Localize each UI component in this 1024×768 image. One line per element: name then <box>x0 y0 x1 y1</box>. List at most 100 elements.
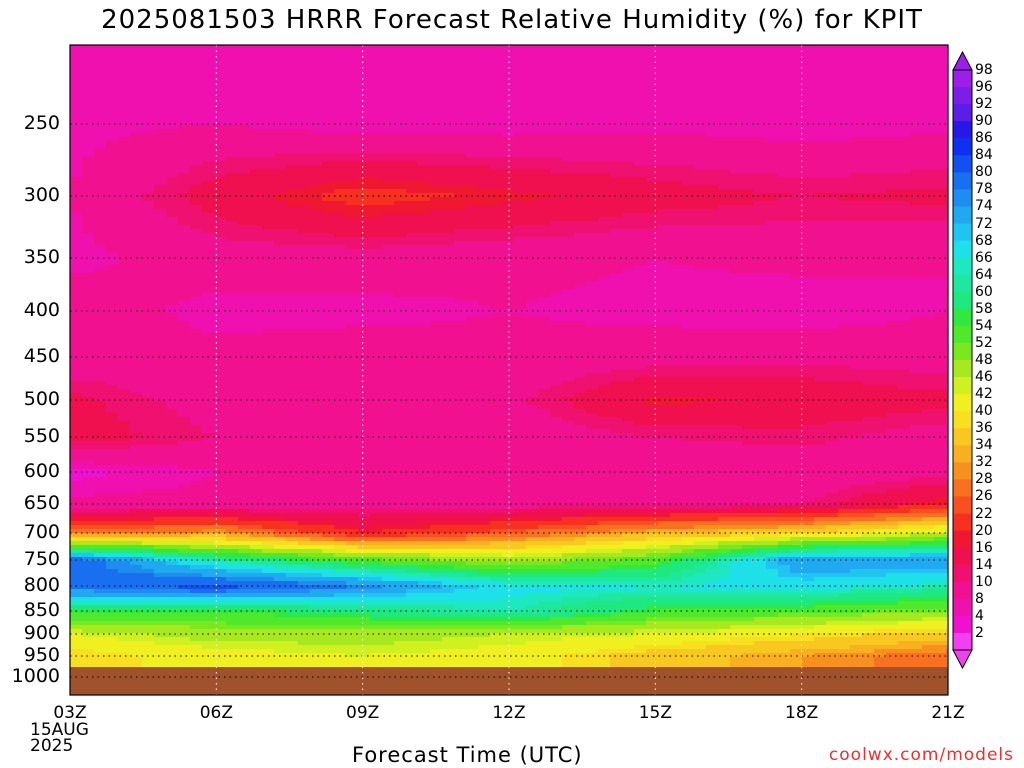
heatmap-cell <box>502 253 515 258</box>
heatmap-cell <box>658 89 671 94</box>
heatmap-cell <box>910 89 923 94</box>
heatmap-cell <box>502 73 515 78</box>
heatmap-cell <box>154 293 167 298</box>
heatmap-cell <box>730 45 743 50</box>
heatmap-cell <box>154 97 167 102</box>
heatmap-cell <box>262 261 275 266</box>
heatmap-cell <box>622 157 635 162</box>
heatmap-cell <box>358 265 371 270</box>
heatmap-cell <box>118 277 131 282</box>
heatmap-cell <box>286 293 299 298</box>
heatmap-cell <box>766 289 779 294</box>
heatmap-cell <box>346 253 359 258</box>
heatmap-cell <box>286 245 299 250</box>
heatmap-cell <box>898 233 911 238</box>
heatmap-cell <box>862 153 875 158</box>
heatmap-cell <box>718 165 731 170</box>
heatmap-cell <box>334 57 347 62</box>
heatmap-cell <box>586 105 599 110</box>
heatmap-cell <box>346 245 359 250</box>
heatmap-cell <box>766 221 779 226</box>
heatmap-cell <box>898 261 911 266</box>
heatmap-cell <box>142 249 155 254</box>
heatmap-cell <box>214 229 227 234</box>
heatmap-cell <box>238 201 251 206</box>
heatmap-cell <box>298 149 311 154</box>
heatmap-cell <box>658 93 671 98</box>
heatmap-cell <box>202 97 215 102</box>
heatmap-cell <box>658 141 671 146</box>
heatmap-cell <box>454 193 467 198</box>
heatmap-cell <box>658 97 671 102</box>
heatmap-cell <box>622 45 635 50</box>
heatmap-cell <box>82 205 95 210</box>
heatmap-cell <box>286 81 299 86</box>
heatmap-cell <box>454 73 467 78</box>
heatmap-cell <box>394 133 407 138</box>
heatmap-cell <box>190 241 203 246</box>
heatmap-cell <box>862 69 875 74</box>
heatmap-cell <box>670 269 683 274</box>
heatmap-cell <box>574 301 587 306</box>
heatmap-cell <box>154 309 167 314</box>
heatmap-cell <box>70 273 83 278</box>
heatmap-cell <box>934 133 947 138</box>
heatmap-cell <box>310 85 323 90</box>
heatmap-cell <box>898 213 911 218</box>
heatmap-cell <box>646 121 659 126</box>
heatmap-cell <box>238 293 251 298</box>
heatmap-cell <box>478 101 491 106</box>
heatmap-cell <box>286 217 299 222</box>
heatmap-cell <box>598 213 611 218</box>
heatmap-cell <box>226 229 239 234</box>
heatmap-cell <box>250 109 263 114</box>
heatmap-cell <box>574 221 587 226</box>
heatmap-cell <box>886 105 899 110</box>
heatmap-cell <box>694 125 707 130</box>
heatmap-cell <box>382 221 395 226</box>
heatmap-cell <box>610 153 623 158</box>
heatmap-cell <box>694 69 707 74</box>
heatmap-cell <box>802 297 815 302</box>
heatmap-cell <box>754 45 767 50</box>
heatmap-cell <box>814 273 827 278</box>
heatmap-cell <box>406 189 419 194</box>
heatmap-cell <box>910 61 923 66</box>
heatmap-cell <box>94 201 107 206</box>
heatmap-cell <box>166 229 179 234</box>
heatmap-cell <box>406 129 419 134</box>
heatmap-cell <box>934 61 947 66</box>
heatmap-cell <box>226 245 239 250</box>
heatmap-cell <box>946 133 948 138</box>
heatmap-cell <box>838 161 851 166</box>
heatmap-cell <box>70 61 83 66</box>
heatmap-cell <box>214 61 227 66</box>
heatmap-cell <box>394 241 407 246</box>
heatmap-cell <box>298 109 311 114</box>
heatmap-cell <box>682 309 695 314</box>
heatmap-cell <box>214 189 227 194</box>
heatmap-cell <box>670 73 683 78</box>
heatmap-cell <box>934 221 947 226</box>
heatmap-cell <box>430 237 443 242</box>
heatmap-cell <box>262 245 275 250</box>
heatmap-cell <box>670 109 683 114</box>
heatmap-cell <box>766 141 779 146</box>
heatmap-cell <box>562 73 575 78</box>
heatmap-cell <box>874 277 887 282</box>
heatmap-cell <box>370 153 383 158</box>
heatmap-cell <box>694 293 707 298</box>
heatmap-cell <box>538 153 551 158</box>
heatmap-cell <box>214 301 227 306</box>
heatmap-cell <box>514 281 527 286</box>
heatmap-cell <box>586 133 599 138</box>
heatmap-cell <box>70 125 83 130</box>
heatmap-cell <box>646 297 659 302</box>
heatmap-cell <box>898 289 911 294</box>
heatmap-cell <box>838 189 851 194</box>
heatmap-cell <box>394 53 407 58</box>
heatmap-cell <box>682 253 695 258</box>
heatmap-cell <box>298 173 311 178</box>
heatmap-cell <box>70 149 83 154</box>
heatmap-cell <box>790 273 803 278</box>
